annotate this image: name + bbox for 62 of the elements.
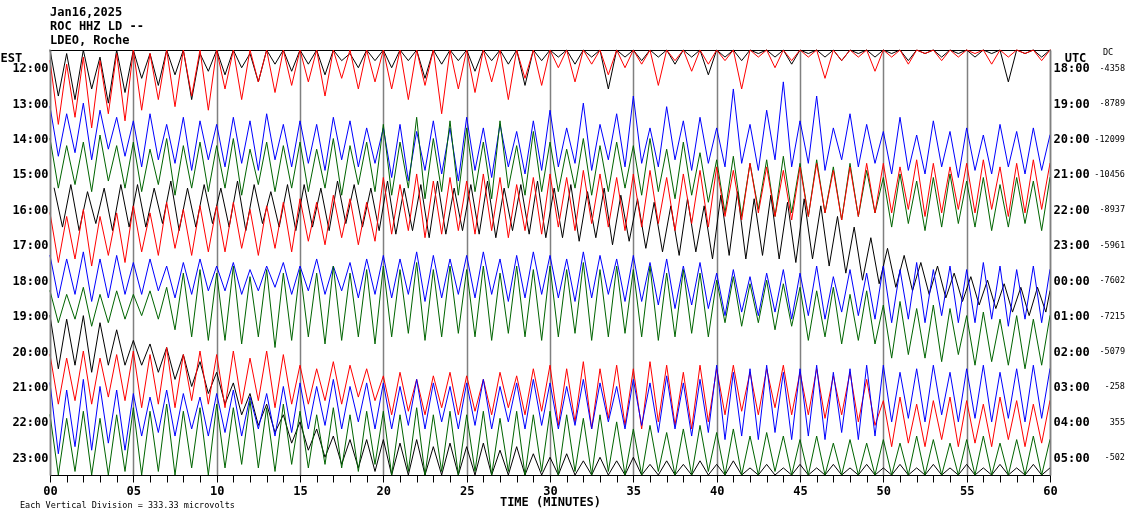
line-series <box>49 251 1051 327</box>
x-tick-label: 45 <box>793 483 808 498</box>
y-tick-label: 23:00 <box>12 450 49 465</box>
x-tick-label: 40 <box>709 483 725 498</box>
line-series <box>49 159 1051 267</box>
x-tick-label: 60 <box>1043 483 1058 498</box>
y-tick-label: 18:00 <box>12 273 49 288</box>
y2-tick-label: 01:00 <box>1053 309 1090 324</box>
text: -5961 <box>1099 239 1125 250</box>
text: -12099 <box>1094 133 1125 144</box>
line-series <box>49 49 1051 129</box>
line-series <box>49 81 1051 182</box>
line-series <box>49 364 1051 455</box>
line-series <box>53 180 1051 317</box>
text: Each Vertical Division = 333.33 microvolts <box>20 500 235 510</box>
y2-tick-label: 03:00 <box>1053 379 1090 394</box>
text: -8789 <box>1099 98 1125 109</box>
y2-tick-label: 05:00 <box>1053 450 1090 465</box>
y-tick-label: 14:00 <box>12 132 49 147</box>
x-tick-label: 25 <box>459 483 475 498</box>
text: DC <box>1102 47 1114 57</box>
text: -502 <box>1104 452 1125 463</box>
text: -7215 <box>1099 310 1125 321</box>
text: -7602 <box>1099 275 1125 286</box>
y-tick-label: 12:00 <box>12 61 49 76</box>
text: -5079 <box>1099 346 1125 357</box>
y2-tick-label: 22:00 <box>1053 202 1090 217</box>
y-tick-label: 21:00 <box>12 379 49 394</box>
text: -258 <box>1104 381 1125 392</box>
y-tick-label: 16:00 <box>12 202 49 217</box>
y-tick-label: 13:00 <box>12 96 49 111</box>
text: -8937 <box>1099 204 1125 215</box>
y2-tick-label: 04:00 <box>1053 415 1090 430</box>
y2-tick-label: 23:00 <box>1053 238 1090 253</box>
text: -10456 <box>1094 168 1125 179</box>
x-tick-label: 00 <box>43 483 58 498</box>
y2-tick-label: 02:00 <box>1053 344 1090 359</box>
text: -4358 <box>1099 62 1125 73</box>
y-tick-label: 19:00 <box>12 309 49 324</box>
line-series <box>49 116 1051 232</box>
line-series <box>49 347 1051 448</box>
y-tick-label: 17:00 <box>12 238 49 253</box>
y2-tick-label: 19:00 <box>1053 96 1090 111</box>
chart-title: Jan16,2025 <box>50 5 123 19</box>
y2-tick-label: 00:00 <box>1053 273 1090 288</box>
text: 355 <box>1109 416 1125 427</box>
x-tick-label: 50 <box>876 483 892 498</box>
chart-subtitle: ROC HHZ LD -- LDEO, Roche <box>50 19 144 47</box>
x-tick-label: 10 <box>209 483 225 498</box>
y2-tick-label: 21:00 <box>1053 167 1090 182</box>
x-tick-label: 55 <box>959 483 975 498</box>
x-tick-label: 15 <box>293 483 308 498</box>
y2-tick-label: 18:00 <box>1053 61 1090 76</box>
x-tick-label: 35 <box>626 483 642 498</box>
y-tick-label: 15:00 <box>12 167 49 182</box>
line-series <box>49 49 1051 104</box>
x-tick-label: 05 <box>126 483 142 498</box>
x-tick-label: 20 <box>376 483 392 498</box>
line-series <box>49 262 1051 370</box>
y2-tick-label: 20:00 <box>1053 132 1090 147</box>
y-tick-label: 22:00 <box>12 415 49 430</box>
y-tick-label: 20:00 <box>12 344 49 359</box>
